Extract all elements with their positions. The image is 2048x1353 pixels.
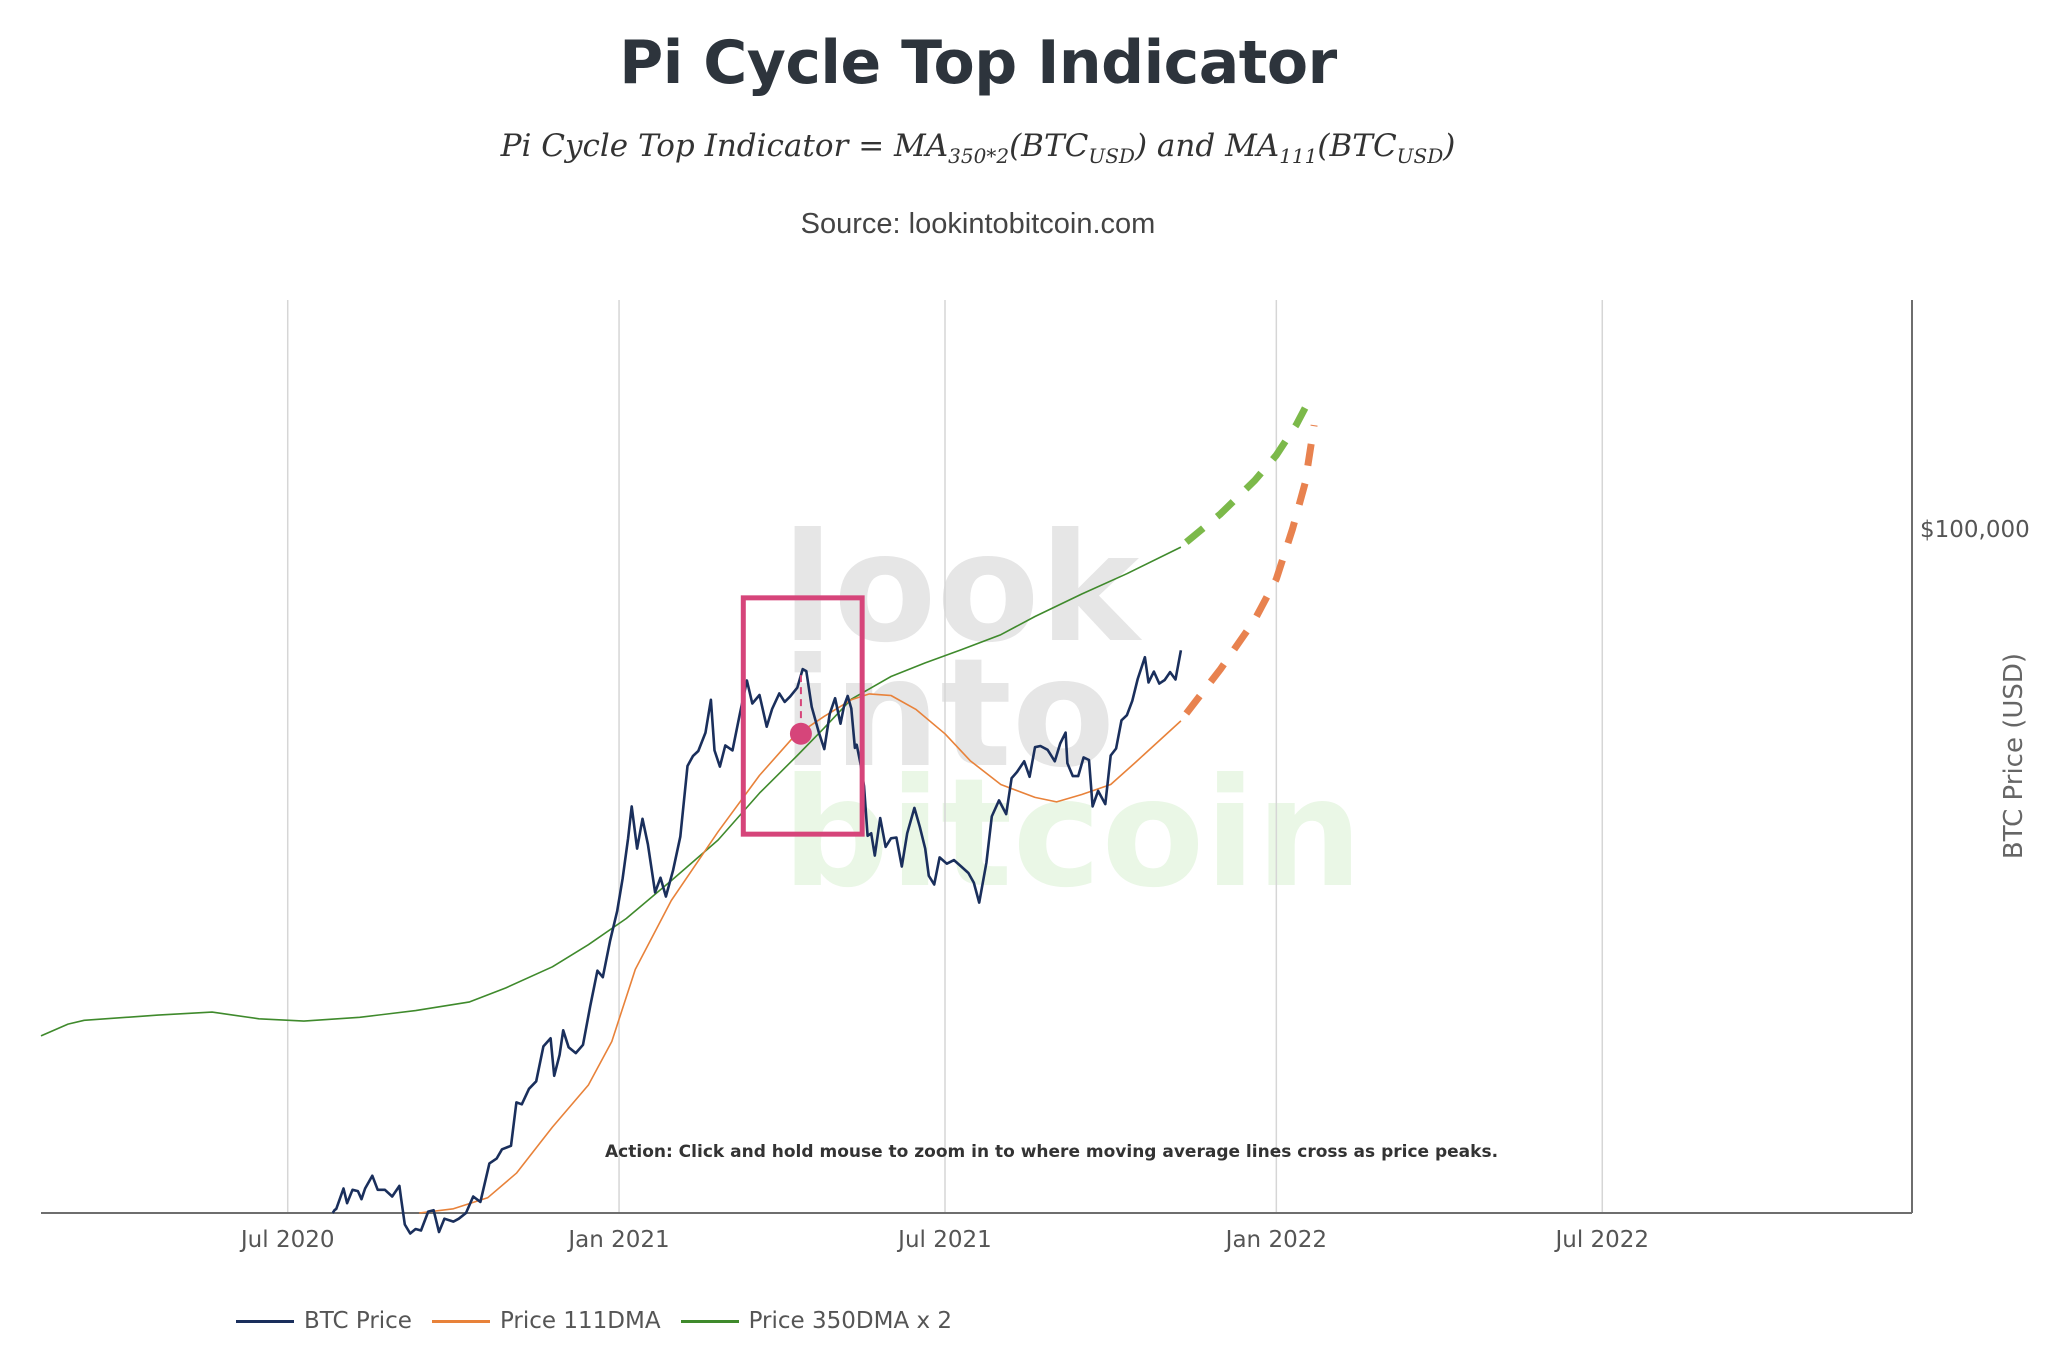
- source-label: Source: lookintobitcoin.com: [800, 208, 1156, 240]
- x-tick-label: Jul 2022: [1553, 1227, 1649, 1253]
- chart-title: Pi Cycle Top Indicator: [619, 28, 1337, 98]
- zoom-instruction-annotation: Action: Click and hold mouse to zoom in …: [605, 1142, 1498, 1162]
- x-tick-label: Jul 2020: [239, 1227, 335, 1253]
- legend-item-350dma-x2[interactable]: Price 350DMA x 2: [680, 1308, 953, 1334]
- formula-close1: ): [1134, 128, 1148, 164]
- formula-arg2: (BTC: [1317, 128, 1397, 164]
- ma350x2-projection-line: [1184, 406, 1309, 545]
- x-tick-label: Jul 2021: [896, 1227, 992, 1253]
- formula-close2: ): [1443, 128, 1456, 164]
- crossover-highlight: [740, 595, 865, 837]
- legend-label: Price 350DMA x 2: [748, 1308, 953, 1334]
- legend-item-btc-price[interactable]: BTC Price: [236, 1308, 412, 1334]
- legend-label: Price 111DMA: [499, 1308, 661, 1334]
- formula-ma1: MA: [894, 128, 949, 164]
- y-tick-label: $100,000: [1920, 517, 2030, 543]
- formula-arg1: (BTC: [1009, 128, 1089, 164]
- formula-lhs: Pi Cycle Top Indicator =: [500, 128, 895, 164]
- ma111-projection-line: [1183, 424, 1318, 716]
- formula-ma1-sub: 350*2: [948, 144, 1010, 169]
- formula-ma2: MA: [1225, 128, 1280, 164]
- legend-item-111dma[interactable]: Price 111DMA: [431, 1308, 661, 1334]
- formula-arg2-sub: USD: [1396, 144, 1444, 169]
- formula-ma2-sub: 111: [1279, 144, 1318, 169]
- formula-arg1-sub: USD: [1088, 144, 1135, 169]
- x-tick-label: Jan 2022: [1224, 1227, 1327, 1253]
- watermark-look: look: [782, 502, 1143, 676]
- legend-swatch-111dma: [431, 1319, 490, 1323]
- legend-label: BTC Price: [304, 1308, 412, 1334]
- legend: BTC Price Price 111DMA Price 350DMA x 2: [236, 1308, 972, 1334]
- legend-swatch-btc-price: [236, 1319, 294, 1323]
- legend-swatch-350dma-x2: [680, 1319, 739, 1323]
- crossover-point[interactable]: [789, 722, 812, 745]
- formula-subtitle: Pi Cycle Top Indicator = MA350*2(BTCUSD)…: [0, 128, 1956, 168]
- axes: Jul 2020 Jan 2021 Jul 2021 Jan 2022 Jul 2022…: [41, 300, 2030, 1253]
- x-gridlines: [286, 300, 1604, 1213]
- btc-price-line: [331, 650, 1183, 1235]
- highlight-box: [740, 595, 865, 837]
- x-tick-label: Jan 2021: [566, 1227, 669, 1253]
- watermark: look into bitcoin: [782, 502, 1363, 921]
- formula-and: and: [1147, 128, 1226, 164]
- y-axis-title: BTC Price (USD): [1999, 653, 2029, 859]
- series-lines: [40, 406, 1318, 1235]
- ma350x2-line: [40, 546, 1182, 1037]
